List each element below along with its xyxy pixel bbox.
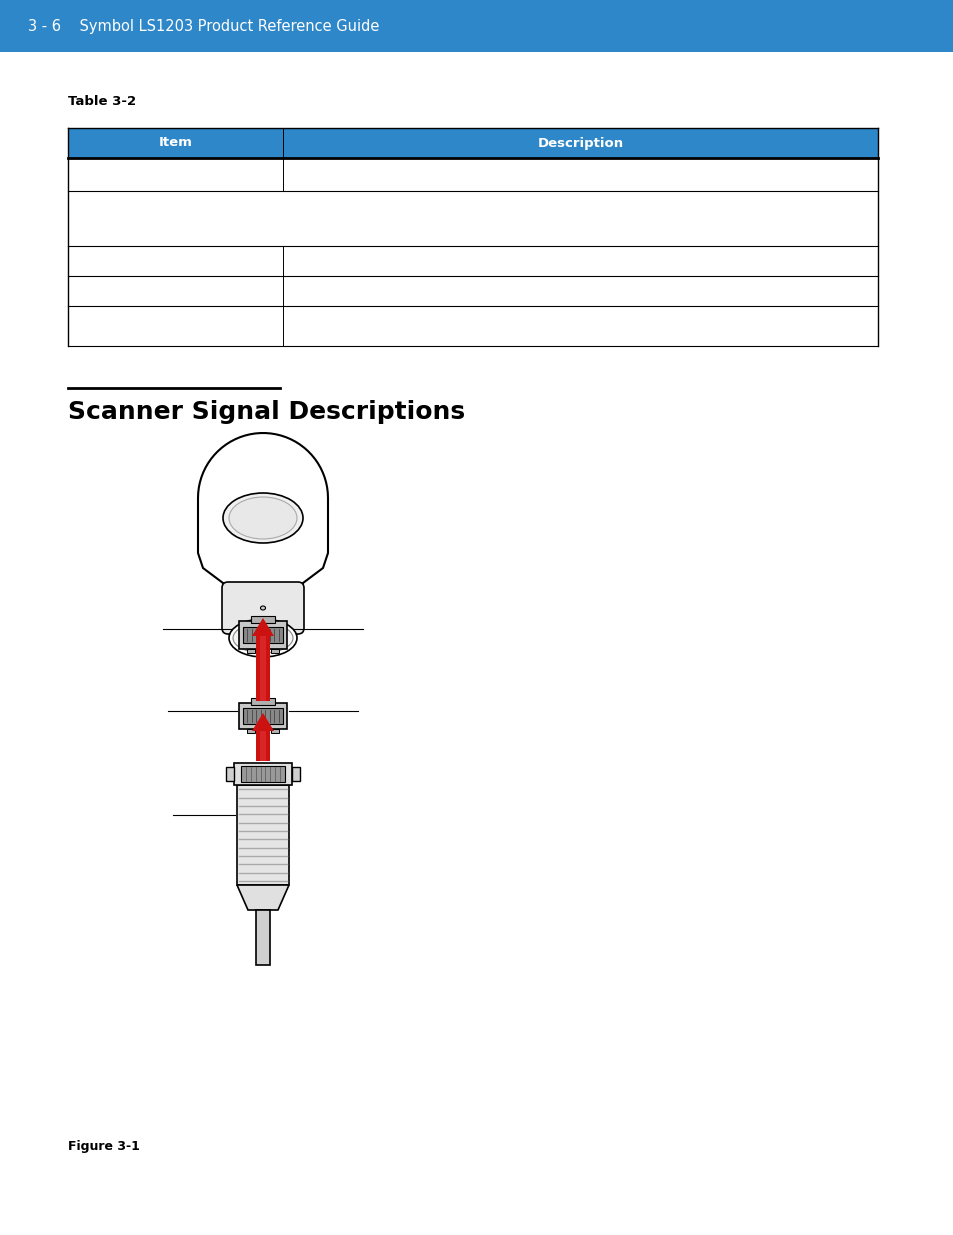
Bar <box>68 128 877 158</box>
Bar <box>243 708 283 724</box>
Bar <box>255 731 270 761</box>
Bar <box>251 616 274 622</box>
Bar <box>247 729 254 734</box>
Bar <box>239 703 287 729</box>
Ellipse shape <box>229 496 296 538</box>
Ellipse shape <box>260 606 265 610</box>
Polygon shape <box>198 433 328 643</box>
Polygon shape <box>236 885 289 910</box>
Text: Figure 3-1: Figure 3-1 <box>68 1140 140 1153</box>
Bar <box>271 650 278 653</box>
Bar <box>0 0 953 52</box>
Bar <box>271 729 278 734</box>
Ellipse shape <box>229 619 296 657</box>
Ellipse shape <box>223 493 303 543</box>
Text: 3 - 6    Symbol LS1203 Product Reference Guide: 3 - 6 Symbol LS1203 Product Reference Gu… <box>28 19 379 33</box>
Bar <box>241 766 285 782</box>
Bar <box>226 767 233 781</box>
Bar <box>239 621 287 650</box>
Bar <box>233 763 292 785</box>
Ellipse shape <box>233 622 293 653</box>
Text: Item: Item <box>158 137 193 149</box>
Bar <box>255 910 270 965</box>
Bar <box>247 650 254 653</box>
Bar <box>236 785 289 885</box>
Bar <box>260 731 266 761</box>
Bar <box>243 626 283 643</box>
Text: Scanner Signal Descriptions: Scanner Signal Descriptions <box>68 400 465 424</box>
Bar <box>255 636 270 701</box>
FancyBboxPatch shape <box>222 582 304 634</box>
Bar <box>292 767 299 781</box>
Text: Description: Description <box>537 137 622 149</box>
Polygon shape <box>252 713 274 731</box>
Bar <box>260 636 266 701</box>
Bar <box>251 698 274 705</box>
Text: Table 3-2: Table 3-2 <box>68 95 136 107</box>
Polygon shape <box>252 618 274 636</box>
